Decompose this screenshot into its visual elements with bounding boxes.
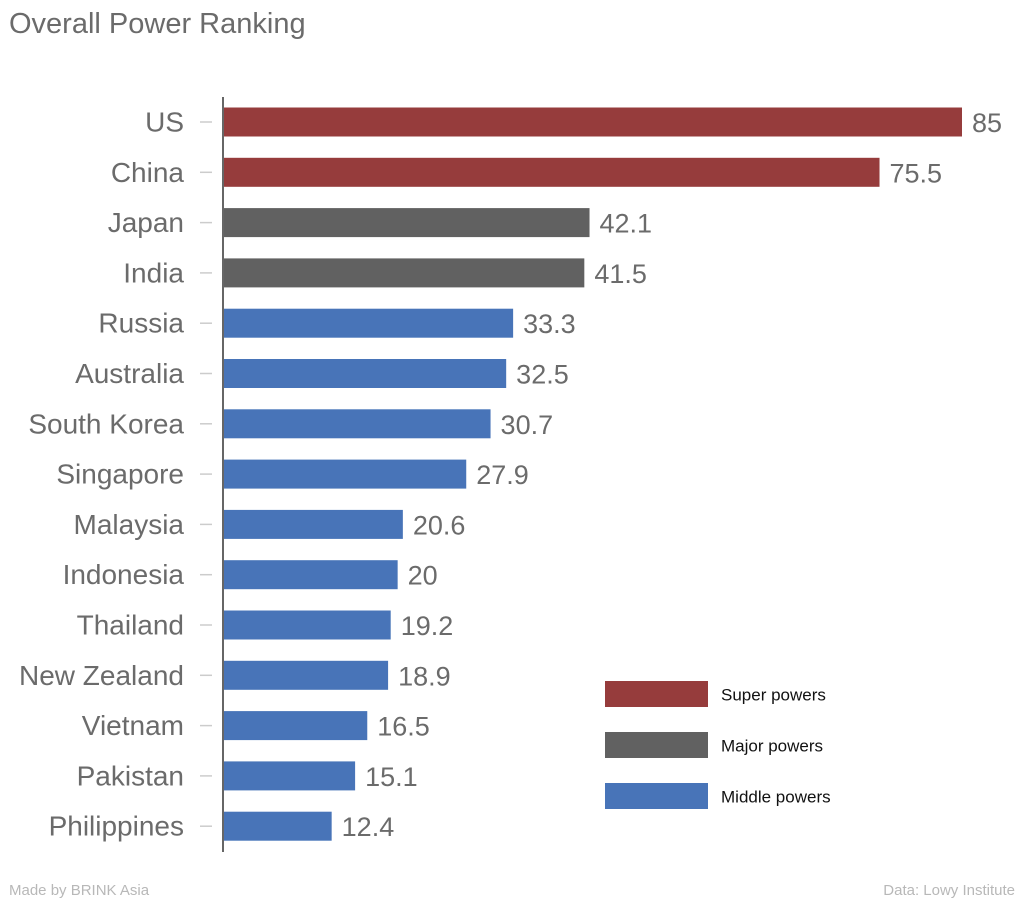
chart-title: Overall Power Ranking <box>9 8 306 40</box>
category-label: Indonesia <box>63 559 185 590</box>
category-label: Singapore <box>56 459 184 490</box>
footer-credit: Made by BRINK Asia <box>9 882 150 899</box>
category-label: Philippines <box>49 811 184 842</box>
legend-label: Major powers <box>721 737 823 756</box>
category-label: Vietnam <box>82 710 184 741</box>
legend-label: Middle powers <box>721 788 831 807</box>
bar <box>224 409 491 439</box>
bar <box>224 660 389 690</box>
category-label: Malaysia <box>74 509 185 540</box>
value-label: 42.1 <box>600 209 653 239</box>
legend-swatch <box>605 783 708 809</box>
category-label: India <box>123 257 184 288</box>
bar <box>224 359 507 388</box>
bar <box>224 308 514 338</box>
bar <box>224 560 398 590</box>
value-label: 12.4 <box>342 812 395 842</box>
value-label: 30.7 <box>501 410 554 440</box>
legend-swatch <box>605 681 708 707</box>
bar <box>224 208 590 238</box>
value-label: 16.5 <box>377 712 430 742</box>
footer-source: Data: Lowy Institute <box>883 882 1015 899</box>
bar <box>224 258 585 288</box>
bar <box>224 610 391 640</box>
category-label: China <box>111 157 185 188</box>
value-label: 41.5 <box>594 259 647 289</box>
legend-label: Super powers <box>721 686 826 705</box>
value-label: 18.9 <box>398 661 451 691</box>
bars-layer: US 85 China 75.5 Japan 42.1 India 41.5 Russia 33.… <box>19 107 1002 843</box>
value-label: 20.6 <box>413 510 466 540</box>
category-label: South Korea <box>28 408 184 439</box>
category-label: US <box>145 107 184 138</box>
bar <box>224 711 368 741</box>
category-label: New Zealand <box>19 660 184 691</box>
value-label: 33.3 <box>523 309 576 339</box>
legend: Super powers Major powers Middle powers <box>605 681 831 809</box>
bar <box>224 459 467 489</box>
category-label: Japan <box>108 207 184 238</box>
value-label: 15.1 <box>365 762 418 792</box>
value-label: 85 <box>972 108 1002 138</box>
category-label: Pakistan <box>77 760 184 791</box>
value-label: 19.2 <box>401 611 454 641</box>
bar <box>224 509 403 539</box>
value-label: 75.5 <box>890 158 943 188</box>
category-label: Thailand <box>77 610 184 641</box>
bar <box>224 107 962 137</box>
value-label: 20 <box>408 561 438 591</box>
value-label: 32.5 <box>516 360 569 390</box>
category-label: Australia <box>75 358 184 389</box>
category-label: Russia <box>98 308 184 339</box>
legend-swatch <box>605 732 708 758</box>
bar <box>224 811 332 841</box>
bar <box>224 761 356 791</box>
value-label: 27.9 <box>476 460 529 490</box>
bar <box>224 157 880 187</box>
